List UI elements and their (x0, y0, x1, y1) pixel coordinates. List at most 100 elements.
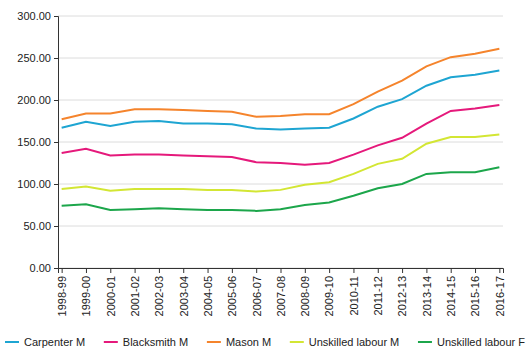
x-tick: 2015-16 (469, 268, 481, 316)
x-tick-mark (451, 268, 452, 273)
x-tick-mark (110, 268, 111, 273)
x-tick: 1999-00 (80, 268, 92, 316)
y-tick: 100.00 (17, 178, 58, 190)
y-tick: 0.00 (30, 262, 58, 274)
x-tick-mark (86, 268, 87, 273)
x-tick-mark (256, 268, 257, 273)
y-tick-label: 200.00 (17, 94, 51, 106)
x-tick: 2005-06 (226, 268, 238, 316)
x-tick-mark (426, 268, 427, 273)
x-tick: 2001-02 (129, 268, 141, 316)
series-line (62, 49, 500, 120)
legend: Carpenter M Blacksmith M Mason M Unskilled … (5, 336, 525, 348)
x-tick-label: 1999-00 (80, 276, 92, 316)
x-tick: 2006-07 (251, 268, 263, 316)
x-tick: 1998-99 (56, 268, 68, 316)
y-tick-mark (54, 226, 58, 227)
x-tick-mark (62, 268, 63, 273)
plot: 0.00 50.00 100.00 150.00 200.00 250.00 300.00 1… (17, 10, 505, 316)
legend-item: Carpenter M (5, 336, 85, 348)
x-tick-mark (378, 268, 379, 273)
y-tick: 250.00 (17, 52, 58, 64)
x-tick-label: 2007-08 (275, 276, 287, 316)
x-tick-mark (402, 268, 403, 273)
x-axis: 1998-99 1999-00 2000-01 2001-02 2002-03 2003-… (56, 268, 506, 316)
x-tick: 2008-09 (299, 268, 311, 316)
y-tick-label: 250.00 (17, 52, 51, 64)
grid-line (58, 16, 503, 17)
lines (62, 49, 500, 211)
legend-swatch (418, 341, 432, 343)
legend-item: Unskilled labour M (290, 336, 399, 348)
x-tick-mark (135, 268, 136, 273)
y-tick-mark (54, 184, 58, 185)
series-line (62, 105, 500, 165)
x-tick-label: 2002-03 (153, 276, 165, 316)
y-tick-mark (54, 142, 58, 143)
y-tick: 300.00 (17, 10, 58, 22)
legend-swatch (5, 341, 19, 343)
x-tick-label: 2005-06 (226, 276, 238, 316)
x-tick-mark (499, 268, 500, 273)
x-tick-label: 2015-16 (469, 276, 481, 316)
series-line (62, 167, 500, 211)
x-tick-label: 2001-02 (129, 276, 141, 316)
legend-label: Blacksmith M (123, 336, 188, 348)
x-tick: 2007-08 (275, 268, 287, 316)
legend-item: Mason M (207, 336, 271, 348)
y-tick-label: 100.00 (17, 178, 51, 190)
x-tick-mark (281, 268, 282, 273)
y-tick: 50.00 (23, 220, 58, 232)
y-tick-label: 0.00 (30, 262, 51, 274)
x-tick: 2004-05 (202, 268, 214, 316)
grid (58, 16, 503, 268)
x-tick: 2014-15 (445, 268, 457, 316)
x-tick-label: 2014-15 (445, 276, 457, 316)
x-tick-label: 2010-11 (348, 276, 360, 316)
x-tick-label: 2016-17 (494, 276, 506, 316)
y-tick: 150.00 (17, 136, 58, 148)
y-tick-label: 150.00 (17, 136, 51, 148)
legend-swatch (104, 341, 118, 343)
legend-label: Carpenter M (24, 336, 85, 348)
grid-line (58, 100, 503, 101)
x-tick-label: 2008-09 (299, 276, 311, 316)
x-tick: 2002-03 (153, 268, 165, 316)
y-tick-mark (54, 268, 58, 269)
y-tick-mark (54, 16, 58, 17)
y-axis: 0.00 50.00 100.00 150.00 200.00 250.00 300.00 (17, 10, 58, 274)
x-tick: 2011-12 (372, 268, 384, 316)
grid-line (58, 226, 503, 227)
x-tick-label: 2011-12 (372, 276, 384, 316)
x-tick: 2000-01 (105, 268, 117, 316)
x-tick-label: 2004-05 (202, 276, 214, 316)
x-tick-label: 2013-14 (421, 276, 433, 316)
y-tick-label: 50.00 (23, 220, 51, 232)
x-tick: 2010-11 (348, 268, 360, 316)
legend-item: Unskilled labour F (418, 336, 525, 348)
y-tick-mark (54, 100, 58, 101)
x-tick-mark (475, 268, 476, 273)
x-tick: 2003-04 (178, 268, 190, 316)
x-tick-mark (305, 268, 306, 273)
legend-label: Unskilled labour F (437, 336, 525, 348)
x-tick-label: 2006-07 (251, 276, 263, 316)
x-tick-mark (159, 268, 160, 273)
x-tick-label: 2012-13 (396, 276, 408, 316)
x-tick: 2009-10 (323, 268, 335, 316)
x-tick: 2016-17 (494, 268, 506, 316)
legend-item: Blacksmith M (104, 336, 188, 348)
y-tick: 200.00 (17, 94, 58, 106)
x-tick-mark (353, 268, 354, 273)
x-tick-label: 1998-99 (56, 276, 68, 316)
legend-label: Unskilled labour M (309, 336, 399, 348)
chart: 0.00 50.00 100.00 150.00 200.00 250.00 300.00 1… (0, 0, 530, 359)
x-tick-label: 2003-04 (178, 276, 190, 316)
legend-label: Mason M (226, 336, 271, 348)
x-tick-mark (208, 268, 209, 273)
x-tick-mark (232, 268, 233, 273)
grid-line (58, 58, 503, 59)
x-axis-line (59, 269, 504, 274)
y-tick-mark (54, 58, 58, 59)
x-tick-mark (183, 268, 184, 273)
